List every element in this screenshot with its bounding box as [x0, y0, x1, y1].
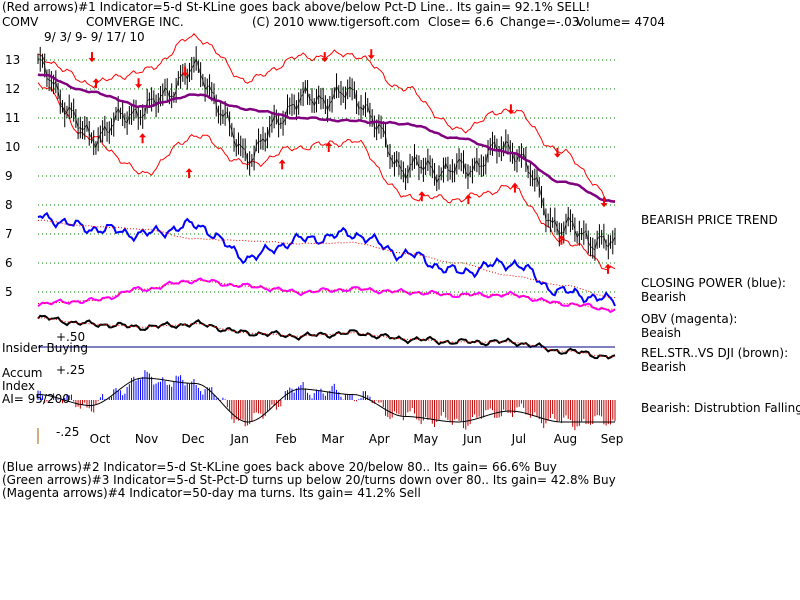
buy-arrow-head [139, 133, 147, 138]
ticker-symbol: COMV [2, 15, 39, 29]
month-label: Feb [276, 432, 297, 446]
buy-arrow-head [92, 78, 100, 83]
month-label: Jul [511, 432, 526, 446]
footer-green-arrows: (Green arrows)#3 Indicator=5-d St-Pct-D … [2, 473, 616, 487]
ma50-line [37, 73, 616, 203]
obv-value: Beaish [641, 326, 682, 340]
price-close-line [37, 57, 616, 251]
obv-ma-line [37, 279, 615, 310]
y-tick-label: 10 [5, 140, 20, 154]
closing-power-line [37, 211, 616, 307]
closing-power-label: CLOSING POWER (blue): [641, 276, 786, 290]
buy-arrow-head [511, 182, 519, 187]
y-tick-label: 12 [5, 82, 20, 96]
buy-arrow-head [325, 142, 333, 146]
footer-magenta-arrows: (Magenta arrows)#4 Indicator=50-day ma t… [2, 486, 421, 500]
month-label: Mar [321, 432, 344, 446]
obv-label: OBV (magenta): [641, 312, 738, 326]
minus25-label: -.25 [56, 425, 80, 439]
sell-arrow-head [181, 72, 189, 77]
footer-blue-arrows: (Blue arrows)#2 Indicator=5-d St-KLine g… [2, 460, 557, 474]
sell-arrow-head [600, 203, 608, 208]
close-value: Close= 6.6 [428, 15, 494, 29]
relstr-label: REL.STR..VS DJI (brown): [641, 346, 789, 360]
relstr-line [37, 314, 616, 360]
price-trend-label: BEARISH PRICE TREND [641, 213, 778, 227]
buy-arrow-head [557, 234, 565, 239]
y-tick-label: 13 [5, 53, 20, 67]
month-label: Jan [229, 432, 249, 446]
month-label: Nov [135, 432, 158, 446]
month-label: Aug [554, 432, 577, 446]
relstr-ma-line [37, 317, 616, 358]
y-tick-label: 7 [5, 227, 13, 241]
y-tick-label: 6 [5, 256, 13, 270]
y-tick-label: 5 [5, 285, 13, 299]
month-label: Oct [90, 432, 111, 446]
change-value: Change=-.03 [500, 15, 580, 29]
company-name: COMVERGE INC. [86, 15, 184, 29]
y-tick-label: 9 [5, 169, 13, 183]
closing-power-value: Bearish [641, 290, 687, 304]
accum-label: Accum [2, 366, 43, 380]
date-range: 9/ 3/ 9- 9/ 17/ 10 [44, 30, 145, 44]
copyright: (C) 2010 www.tigersoft.com [252, 15, 420, 29]
month-label: Jun [462, 432, 482, 446]
month-label: May [413, 432, 438, 446]
accum-ma-line [37, 377, 615, 423]
volume-value: Volume= 4704 [576, 15, 666, 29]
index-label: Index [2, 379, 36, 393]
sell-arrow-head [367, 55, 375, 60]
header-signal-line: (Red arrows)#1 Indicator=5-d St-KLine go… [2, 0, 591, 14]
buy-arrow-head [185, 168, 193, 173]
relstr-value: Bearish [641, 360, 687, 374]
sell-arrow-head [135, 84, 143, 89]
buy-arrow-head [278, 159, 286, 164]
lower-band-line [37, 82, 616, 271]
buy-arrow-head [464, 194, 472, 199]
ai-value: AI= 95/200 [2, 392, 70, 406]
buy-arrow-head [604, 263, 612, 268]
y-tick-label: 11 [5, 111, 20, 125]
sell-arrow-head [507, 110, 515, 115]
upper-band-line [37, 33, 616, 203]
sell-arrow-head [321, 58, 329, 63]
obv-line [37, 277, 616, 314]
buy-arrow-head [418, 191, 426, 196]
plus50-label: +.50 [56, 330, 86, 344]
sell-arrow-head [88, 58, 96, 63]
sell-arrow-head [553, 153, 561, 158]
month-label: Sep [601, 432, 624, 446]
closing-power-ma-line [37, 219, 616, 299]
plus25-label: +.25 [56, 363, 86, 377]
y-tick-label: 8 [5, 198, 13, 212]
month-label: Apr [369, 432, 390, 446]
month-label: Dec [181, 432, 204, 446]
insider-buying-label: Insider Buying [2, 341, 88, 355]
accum-status: Bearish: Distrubtion Falling. [641, 401, 800, 415]
